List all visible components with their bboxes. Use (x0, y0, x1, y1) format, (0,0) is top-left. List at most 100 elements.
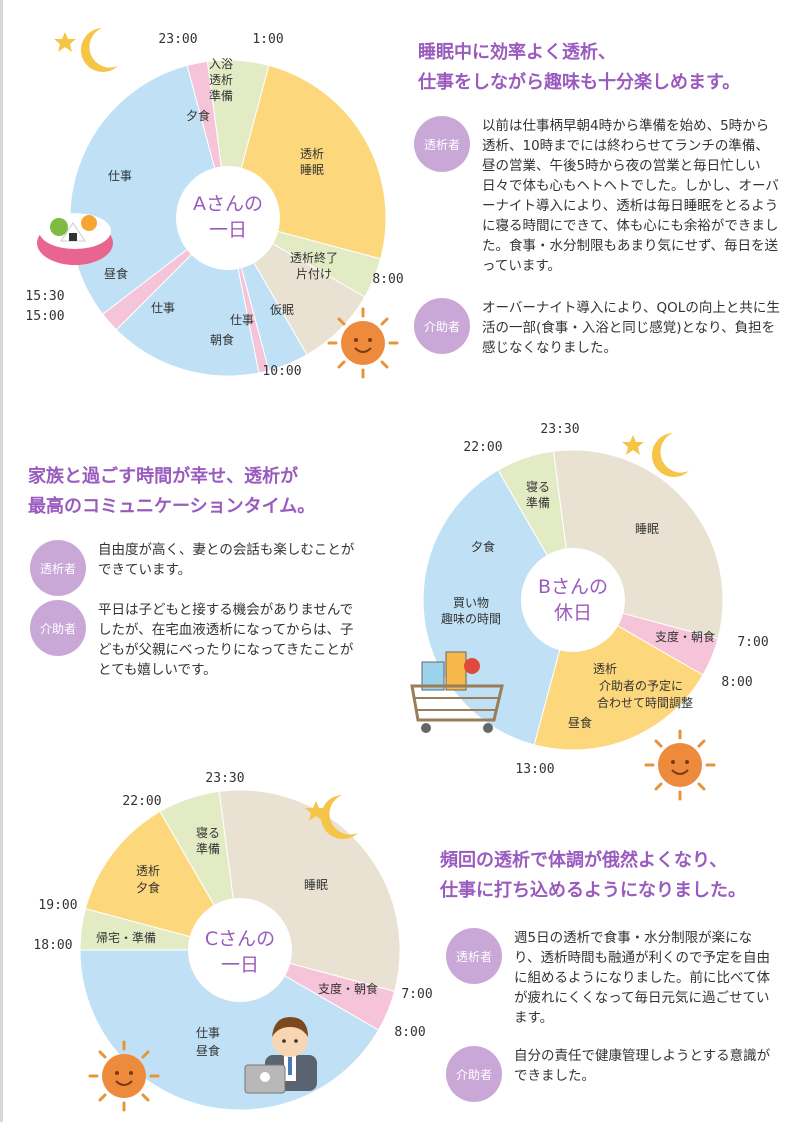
pie-a-center (176, 166, 280, 270)
entry-c-patient-text: 週5日の透析で食事・水分制限が楽になり、透析時間も融通が利くので予定を自由に組め… (514, 930, 770, 1026)
entry-b-patient: 透析者 自由度が高く、妻との会話も楽しむことができています。 (30, 540, 410, 596)
entry-c-patient: 透析者 週5日の透析で食事・水分制限が楽になり、透析時間も融通が利くので予定を自… (446, 928, 786, 1028)
headline-a-line1: 睡眠中に効率よく透析、 (418, 42, 616, 63)
seg-label-dinner: 夕食 (186, 108, 210, 123)
seg-label-work-2: 仕事 (151, 301, 175, 315)
bento-box-icon (37, 213, 113, 265)
entry-b-patient-text: 自由度が高く、妻との会話も楽しむことができています。 (98, 542, 355, 578)
seg-label-morning: 支度・朝食 (655, 629, 715, 644)
time-label-1530: 15:30 (25, 289, 64, 304)
pie-a-center-line1: Aさんの (193, 193, 263, 215)
headline-c: 頻回の透析で体調が俄然よくなり、 仕事に打ち込めるようになりました。 (440, 846, 746, 906)
seg-label-dialysis-2: 睡眠 (300, 163, 324, 177)
badge-caregiver: 介助者 (30, 600, 86, 656)
time-label-1800: 18:00 (33, 938, 72, 953)
seg-label-dialysis-3: 合わせて時間調整 (597, 695, 693, 710)
seg-label-hobby-1: 買い物 (453, 596, 489, 610)
seg-label-work-3: 仕事 (108, 169, 132, 183)
pie-c-center-line2: 一日 (221, 954, 259, 976)
entry-c-caregiver-text: 自分の責任で健康管理しようとする意識ができました。 (514, 1048, 771, 1084)
sun-icon (644, 729, 716, 801)
time-label-2200: 22:00 (463, 440, 502, 455)
seg-label-breakfast: 朝食 (210, 332, 234, 347)
badge-caregiver: 介助者 (414, 298, 470, 354)
star-icon (622, 435, 644, 455)
pie-b-center-line1: Bさんの (538, 576, 608, 598)
time-label-1300: 13:00 (515, 762, 554, 777)
page-edge (0, 0, 3, 1122)
entry-a-patient: 透析者 以前は仕事柄早朝4時から準備を始め、5時から透析、10時までには終わらせ… (414, 116, 782, 276)
chart-c: Cさんの 一日 睡眠 支度・朝食 仕事 昼食 帰宅・準備 透析 夕食 寝る 準備… (33, 771, 433, 1112)
seg-label-hobby-2: 趣味の時間 (441, 611, 501, 626)
headline-b-line2: 最高のコミュニケーションタイム。 (28, 496, 316, 517)
seg-label-nap: 仮眠 (270, 303, 294, 317)
seg-label-dialysis-1: 透析 (300, 147, 324, 161)
sun-icon (88, 1040, 160, 1112)
time-label-2330: 23:30 (540, 422, 579, 437)
time-label-1900: 19:00 (38, 898, 77, 913)
time-label-1500: 15:00 (25, 309, 64, 324)
office-worker-icon (244, 1017, 317, 1094)
seg-label-bath-1: 入浴 (209, 57, 233, 71)
pie-b-center (521, 548, 625, 652)
badge-patient: 透析者 (414, 116, 470, 172)
pie-c-center-line1: Cさんの (205, 928, 275, 950)
entry-a-caregiver: 介助者 オーバーナイト導入により、QOLの向上と共に生活の一部(食事・入浴と同じ… (414, 298, 782, 358)
headline-a-line2: 仕事をしながら趣味も十分楽しめます。 (418, 72, 741, 93)
time-label-0800: 8:00 (721, 675, 752, 690)
seg-label-work-2: 昼食 (196, 1043, 220, 1058)
seg-label-bedtime-2: 準備 (526, 495, 550, 510)
seg-label-dinner: 夕食 (471, 539, 495, 554)
star-icon (54, 32, 76, 52)
seg-label-lunch: 昼食 (568, 715, 592, 730)
headline-b: 家族と過ごす時間が幸せ、透析が 最高のコミュニケーションタイム。 (28, 462, 315, 522)
seg-label-work-1: 仕事 (196, 1026, 220, 1040)
headline-b-line1: 家族と過ごす時間が幸せ、透析が (28, 466, 299, 487)
time-label-0700: 7:00 (401, 987, 432, 1002)
star-icon (305, 801, 327, 821)
entry-a-patient-text: 以前は仕事柄早朝4時から準備を始め、5時から透析、10時までには終わらせてランチ… (482, 118, 779, 274)
chart-a: Aさんの 一日 入浴 透析 準備 透析 睡眠 透析終了 片付け 仮眠 仕事 朝食… (25, 28, 404, 379)
time-label-0700: 7:00 (737, 635, 768, 650)
seg-label-cleanup-2: 片付け (296, 267, 332, 281)
time-label-2200: 22:00 (122, 794, 161, 809)
moon-icon (320, 795, 358, 839)
moon-icon (651, 433, 689, 477)
badge-patient: 透析者 (446, 928, 502, 984)
seg-label-work-1: 仕事 (230, 313, 254, 327)
shopping-cart-icon (410, 651, 504, 733)
seg-label-lunch: 昼食 (104, 266, 128, 281)
seg-label-bath-2: 透析 (209, 73, 233, 87)
moon-icon (80, 28, 118, 72)
seg-label-dialysis-1: 透析 (136, 864, 160, 878)
headline-a: 睡眠中に効率よく透析、 仕事をしながら趣味も十分楽しめます。 (418, 38, 740, 98)
time-label-0100: 1:00 (252, 32, 283, 47)
seg-label-sleep: 睡眠 (304, 878, 328, 892)
badge-caregiver: 介助者 (446, 1046, 502, 1102)
time-label-0800: 8:00 (394, 1025, 425, 1040)
seg-label-dialysis-2: 介助者の予定に (599, 678, 683, 693)
pie-b-center-line2: 休日 (554, 602, 592, 624)
seg-label-morning: 支度・朝食 (318, 981, 378, 996)
seg-label-dialysis-1: 透析 (593, 662, 617, 676)
seg-label-return: 帰宅・準備 (96, 930, 156, 945)
entry-a-caregiver-text: オーバーナイト導入により、QOLの向上と共に生活の一部(食事・入浴と同じ感覚)と… (482, 300, 780, 356)
seg-label-bath-3: 準備 (209, 88, 233, 103)
seg-label-bedtime-2: 準備 (196, 841, 220, 856)
time-label-2330: 23:30 (205, 771, 244, 786)
time-label-2300: 23:00 (158, 32, 197, 47)
pie-a-center-line2: 一日 (209, 219, 247, 241)
seg-label-sleep: 睡眠 (635, 522, 659, 536)
sun-icon (327, 307, 399, 379)
seg-label-bedtime-1: 寝る (196, 825, 220, 840)
seg-label-cleanup-1: 透析終了 (290, 250, 338, 265)
pie-c-center (188, 898, 292, 1002)
headline-c-line2: 仕事に打ち込めるようになりました。 (440, 880, 746, 901)
time-label-1000: 10:00 (262, 364, 301, 379)
entry-c-caregiver: 介助者 自分の責任で健康管理しようとする意識ができました。 (446, 1046, 786, 1102)
entry-b-caregiver-text: 平日は子どもと接する機会がありませんでしたが、在宅血液透析になってからは、子ども… (98, 602, 354, 678)
seg-label-bedtime-1: 寝る (526, 479, 550, 494)
chart-b: Bさんの 休日 睡眠 支度・朝食 透析 介助者の予定に 合わせて時間調整 昼食 … (410, 422, 769, 801)
badge-patient: 透析者 (30, 540, 86, 596)
time-label-0800: 8:00 (372, 272, 403, 287)
